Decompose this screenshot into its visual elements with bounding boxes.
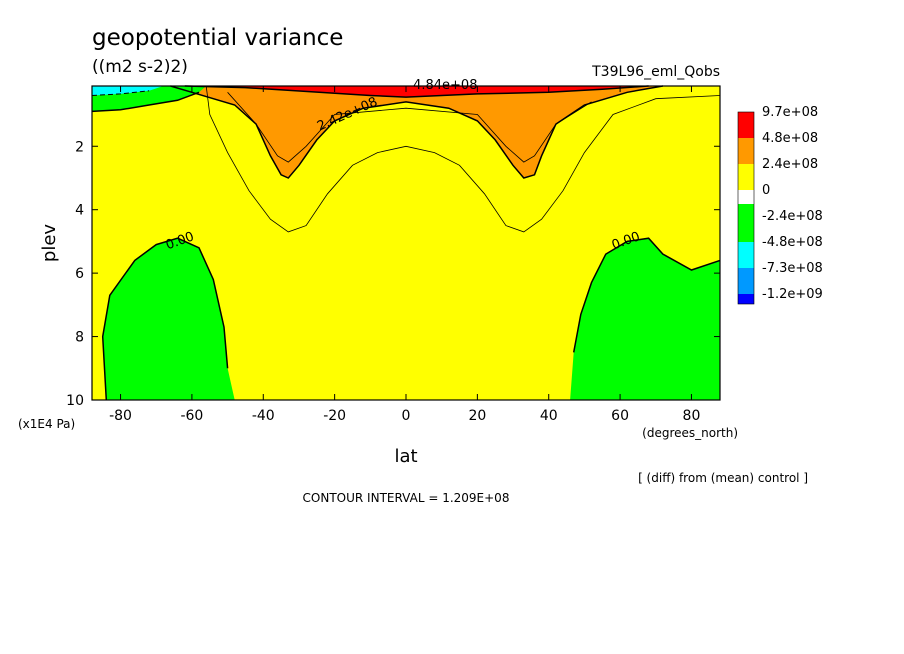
y-tick-label: 2 [75,139,84,155]
x-tick-label: -40 [252,408,275,424]
contour-line-zero-north [572,237,721,353]
legend-label: 0 [762,183,770,198]
color-legend: 9.7e+08 4.8e+08 2.4e+08 0 -2.4e+08 -4.8e+08 -7… [737,105,823,305]
x-tick-label: -80 [109,408,132,424]
legend-swatch [738,268,754,294]
legend-label: 9.7e+08 [762,105,818,120]
green-region-southern [102,238,235,400]
orange-region [170,86,663,178]
contour-line-zero-south [101,237,229,401]
green-region-northern [570,238,720,400]
legend-label: -2.4e+08 [762,209,823,224]
x-tick-label: 60 [611,408,629,424]
chart-units: ((m2 s-2)2) [92,57,188,77]
cyan-region-upper-left [92,86,164,96]
legend-swatch [738,294,754,304]
contour-lines [91,85,721,401]
legend-label: -4.8e+08 [762,235,823,250]
chart-title: geopotential variance [92,25,343,51]
x-axis-units: (degrees_north) [642,426,738,440]
contour-line-thin-inner [227,92,592,163]
legend-swatch [738,112,754,138]
legend-frame [737,111,755,305]
legend-swatch [738,138,754,164]
y-tick-label: 4 [75,203,84,219]
legend-label: 2.4e+08 [762,157,818,172]
legend-swatch [738,164,754,190]
legend-label: -1.2e+09 [762,287,823,302]
red-region [184,86,649,98]
y-tick-label: 6 [75,266,84,282]
contour-interval: CONTOUR INTERVAL = 1.209E+08 [303,491,510,505]
x-tick-label: 40 [540,408,558,424]
y-axis-label: plev [39,224,60,263]
x-axis-ticks: -80 -60 -40 -20 0 20 40 60 80 [109,86,700,424]
x-tick-label: -60 [180,408,203,424]
legend-label: 4.8e+08 [762,131,818,146]
x-tick-label: 20 [468,408,486,424]
x-axis-label: lat [394,446,417,467]
y-tick-label: 10 [66,393,84,409]
filled-regions [92,86,720,400]
x-tick-label: -20 [323,408,346,424]
x-tick-label: 80 [683,408,701,424]
y-axis-ticks: 2 4 6 8 10 [66,139,720,409]
contour-line-negative-dashed [91,90,150,96]
x-tick-label: 0 [402,408,411,424]
contour-line-red-edge [184,85,649,98]
legend-swatch [738,216,754,242]
run-label: T39L96_eml_Qobs [591,64,720,80]
legend-label: -7.3e+08 [762,261,823,276]
y-axis-units: (x1E4 Pa) [18,417,75,431]
diff-note: [ (diff) from (mean) control ] [638,471,808,485]
contour-line-zero-top [91,91,200,113]
contour-line-thin-outer [205,85,721,233]
contour-line-orange-edge [170,85,664,179]
legend-swatch [738,242,754,268]
plot-area: 4.84e+082.42e+080.00 0.00 [91,78,721,401]
legend-swatch [738,204,754,216]
y-tick-label: 8 [75,330,84,346]
